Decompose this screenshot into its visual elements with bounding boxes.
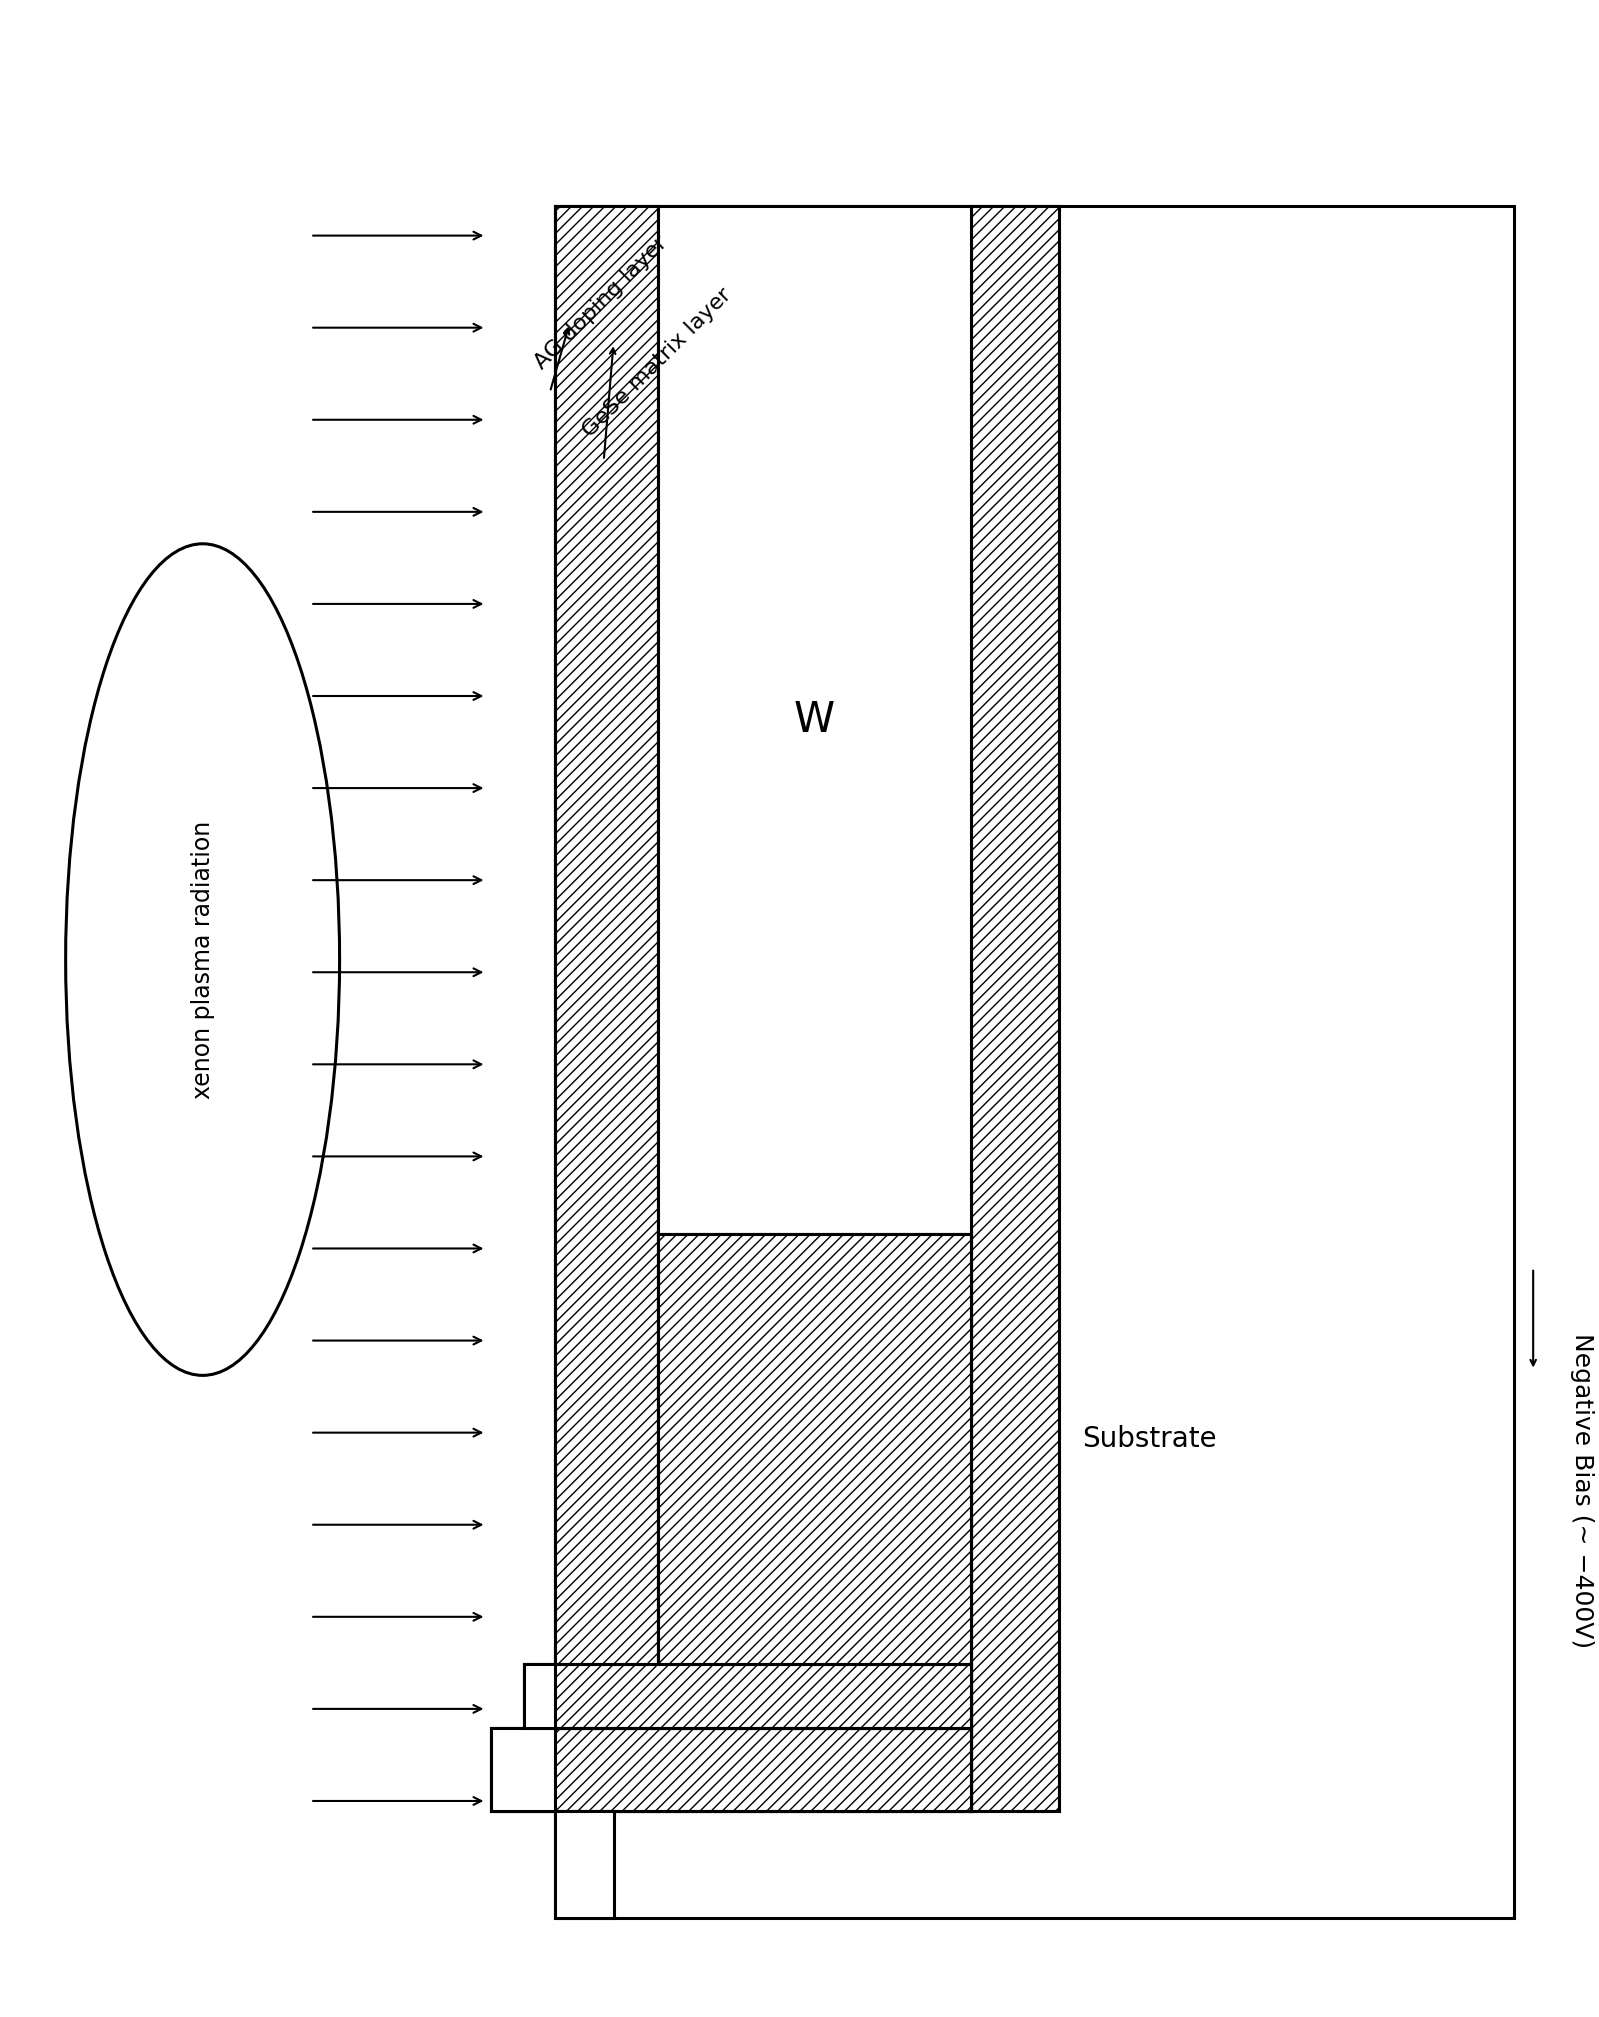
Text: GeSe matrix layer: GeSe matrix layer: [579, 284, 736, 442]
Bar: [657, 1234, 971, 1811]
Text: AG doping layer: AG doping layer: [531, 232, 672, 373]
Bar: [491, 1729, 971, 1811]
Text: Substrate: Substrate: [1083, 1424, 1217, 1452]
Bar: [523, 1664, 971, 1729]
Bar: [491, 1729, 971, 1811]
Bar: [555, 1811, 614, 1918]
Text: W: W: [793, 698, 835, 740]
Bar: [491, 1729, 555, 1811]
Bar: [555, 206, 657, 1811]
Bar: [523, 1664, 971, 1729]
Bar: [971, 206, 1059, 1811]
Ellipse shape: [66, 545, 339, 1376]
Bar: [971, 206, 1059, 1811]
Bar: [657, 206, 971, 1234]
Bar: [523, 1664, 555, 1729]
Bar: [555, 206, 1514, 1918]
Text: xenon plasma radiation: xenon plasma radiation: [190, 821, 214, 1099]
Bar: [555, 206, 657, 1811]
Text: Negative Bias (∼ −400V): Negative Bias (∼ −400V): [1570, 1333, 1594, 1648]
Bar: [657, 1234, 971, 1811]
